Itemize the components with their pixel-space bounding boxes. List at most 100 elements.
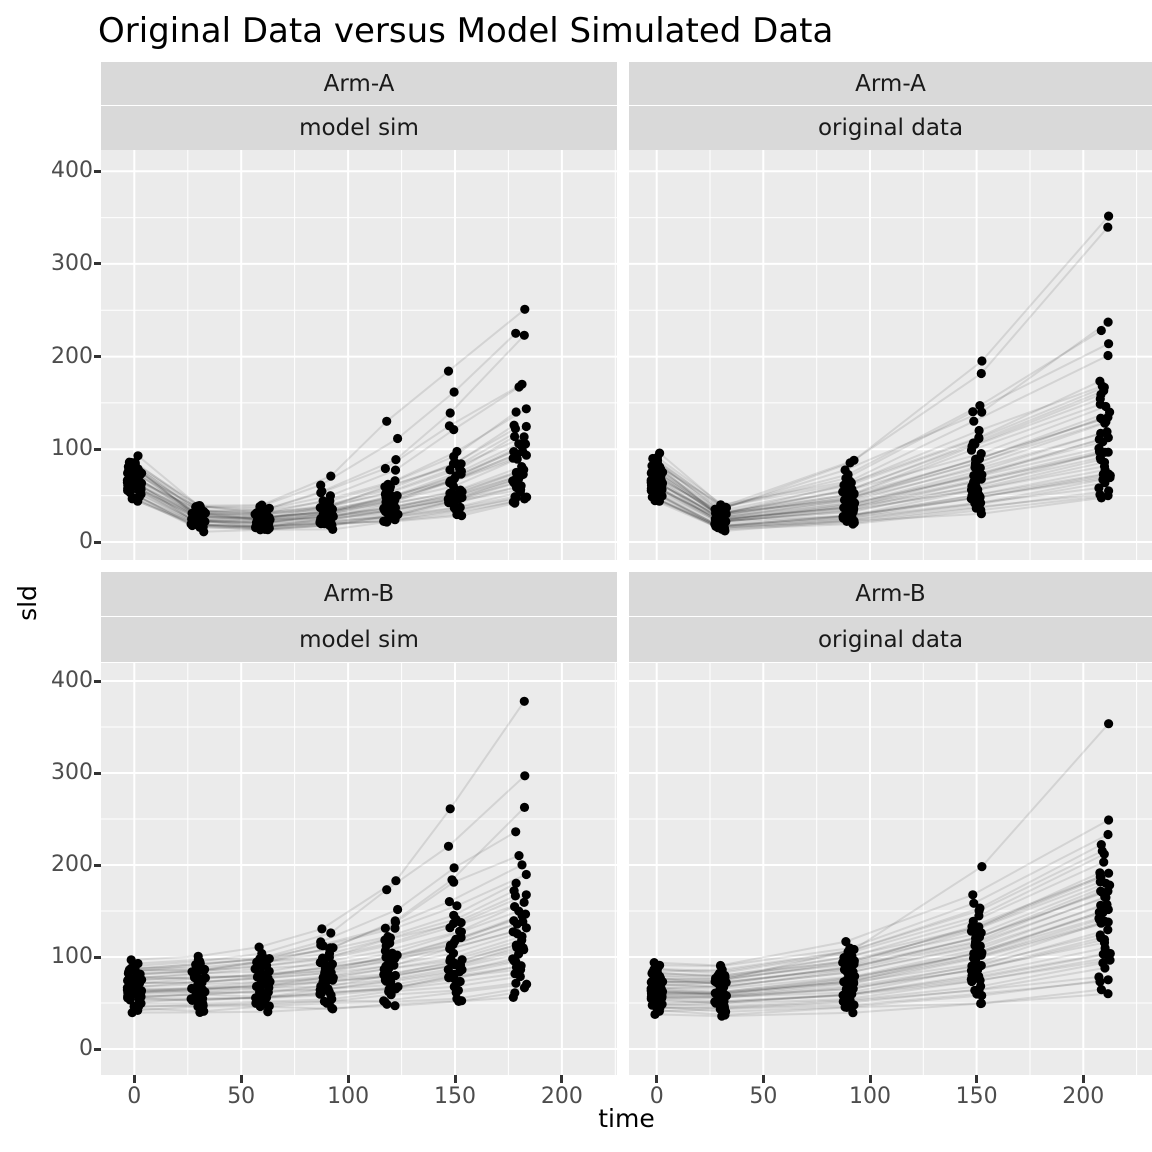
facet-strip-arm-b-left: Arm-B xyxy=(101,572,617,616)
data-point xyxy=(390,465,401,475)
data-point xyxy=(252,972,262,982)
data-point xyxy=(974,971,984,981)
data-point xyxy=(325,491,335,501)
data-point xyxy=(646,477,656,487)
data-point xyxy=(324,987,334,997)
data-point xyxy=(654,462,664,472)
data-point xyxy=(123,485,133,496)
data-point xyxy=(251,523,261,533)
data-point xyxy=(454,967,464,977)
facet-strip-arm-a-right: Arm-A xyxy=(629,62,1152,105)
data-point xyxy=(380,463,390,474)
data-point xyxy=(973,932,983,942)
data-point xyxy=(390,476,400,486)
data-point xyxy=(517,462,527,472)
facet-strip-original-data-bottom: original data xyxy=(629,617,1152,662)
x-tick-mark xyxy=(132,1075,136,1083)
y-tick-label: 300 xyxy=(51,250,93,276)
data-point xyxy=(260,999,270,1009)
data-point xyxy=(519,432,529,442)
data-point xyxy=(977,862,987,872)
data-point xyxy=(1097,887,1107,897)
data-point xyxy=(443,366,454,376)
data-point xyxy=(383,494,393,504)
data-point xyxy=(444,897,454,907)
data-point xyxy=(656,475,666,486)
y-tick-mark xyxy=(94,679,101,683)
data-point xyxy=(1104,815,1114,825)
data-point xyxy=(971,922,981,932)
y-tick-mark xyxy=(94,955,101,959)
data-point xyxy=(511,482,522,493)
data-point xyxy=(1094,913,1104,923)
data-point xyxy=(511,962,522,972)
data-point xyxy=(391,455,401,465)
data-point xyxy=(263,1007,273,1017)
data-point xyxy=(974,425,984,436)
y-tick-mark xyxy=(94,169,101,173)
data-point xyxy=(511,407,521,417)
data-point xyxy=(521,869,531,880)
data-point xyxy=(254,507,264,517)
y-tick-label: 100 xyxy=(51,436,93,462)
data-point xyxy=(457,955,467,965)
data-point xyxy=(976,368,986,379)
data-point xyxy=(127,1008,137,1018)
y-tick-label: 100 xyxy=(51,944,93,969)
x-tick-mark xyxy=(975,1075,979,1083)
data-point xyxy=(511,827,521,837)
data-point xyxy=(514,851,524,861)
data-point xyxy=(649,958,659,968)
data-point xyxy=(517,442,527,452)
data-point xyxy=(710,504,720,514)
data-point xyxy=(189,972,200,983)
data-point xyxy=(122,477,132,487)
data-point xyxy=(390,916,400,926)
facet-strip-arm-b-right: Arm-B xyxy=(629,572,1152,616)
y-tick-label: 400 xyxy=(51,158,93,184)
data-point xyxy=(389,960,399,970)
data-point xyxy=(518,943,528,953)
data-point xyxy=(646,986,656,996)
data-point xyxy=(393,982,403,992)
y-tick-mark xyxy=(94,355,101,359)
data-point xyxy=(1103,317,1113,327)
x-tick-mark xyxy=(868,1075,872,1083)
data-point xyxy=(849,956,859,966)
data-point xyxy=(839,965,850,975)
panel-background xyxy=(629,150,1152,560)
data-point xyxy=(519,983,530,993)
panel-background xyxy=(101,150,617,560)
data-point xyxy=(263,525,273,535)
data-point xyxy=(974,433,984,444)
x-tick-label: 0 xyxy=(649,1084,664,1109)
data-point xyxy=(328,943,338,953)
data-point xyxy=(967,976,977,987)
data-point xyxy=(444,972,454,982)
data-point xyxy=(445,944,455,954)
data-point xyxy=(1095,394,1105,404)
data-point xyxy=(1103,433,1113,443)
data-point xyxy=(1104,339,1114,349)
data-point xyxy=(974,490,984,500)
data-point xyxy=(123,975,133,986)
data-point xyxy=(444,497,454,507)
data-point xyxy=(841,473,851,483)
data-point xyxy=(968,407,978,417)
data-point xyxy=(379,504,389,514)
y-tick-mark xyxy=(94,262,101,266)
data-point xyxy=(521,404,531,414)
data-point xyxy=(253,957,263,967)
data-point xyxy=(841,937,851,947)
data-point xyxy=(1096,985,1106,995)
x-tick-label: 150 xyxy=(955,1084,998,1109)
data-point xyxy=(1095,490,1105,500)
data-point xyxy=(845,458,855,468)
data-point xyxy=(131,478,141,488)
data-point xyxy=(652,1002,662,1012)
data-point xyxy=(1096,325,1106,336)
facet-strip-arm-a-left: Arm-A xyxy=(101,62,617,105)
data-point xyxy=(509,916,519,926)
data-point xyxy=(1094,443,1104,453)
data-point xyxy=(1105,955,1115,965)
